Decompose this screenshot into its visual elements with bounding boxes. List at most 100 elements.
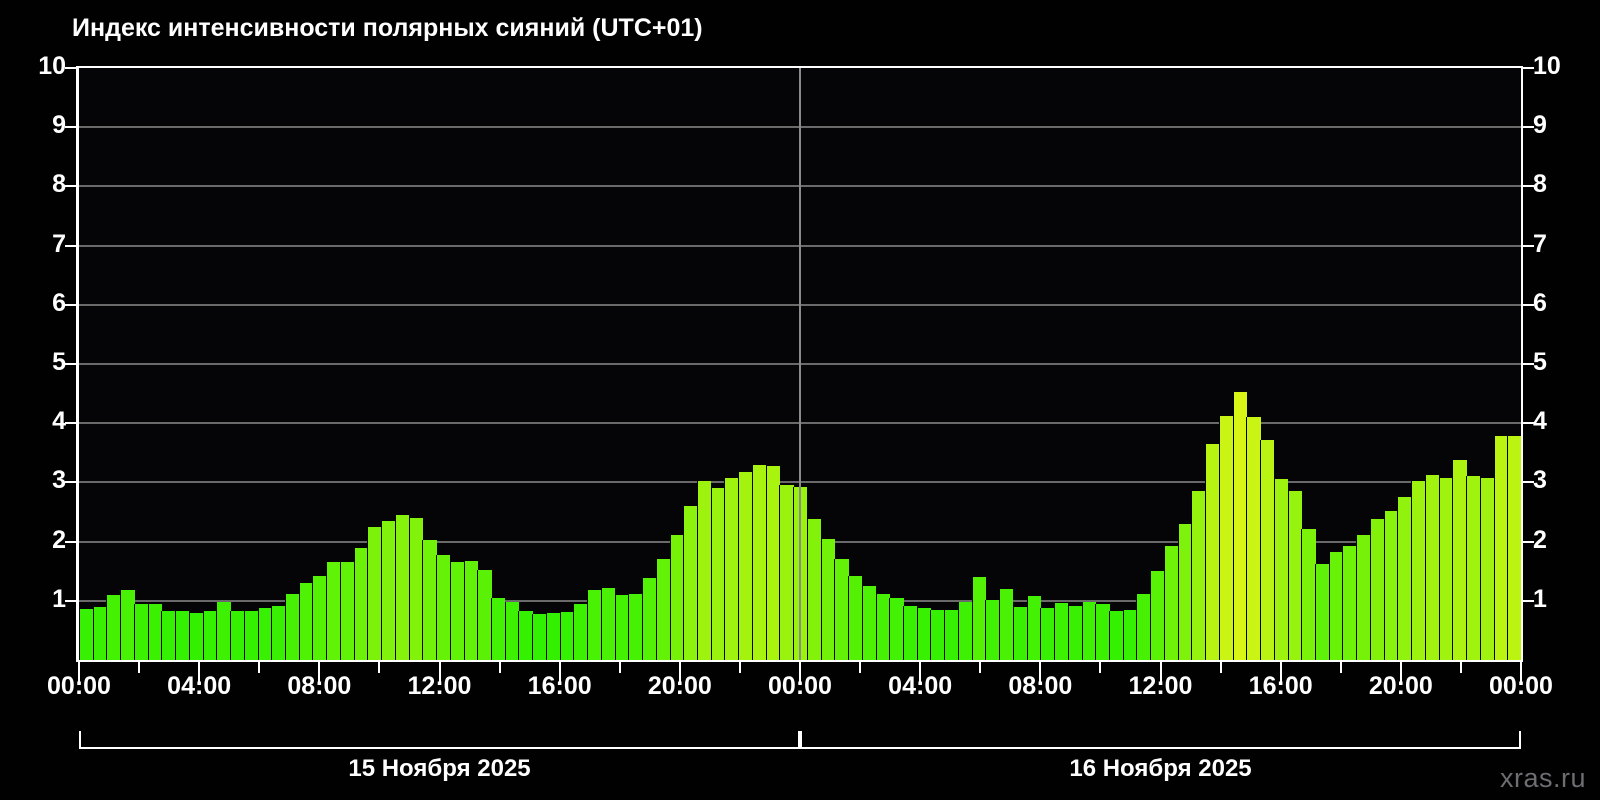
y-axis-label-right-1: 1 [1533,584,1547,613]
bar [614,594,629,660]
y-axis-tick-right-6 [1523,303,1534,306]
day-band-tick [1519,731,1521,747]
y-axis-label-right-2: 2 [1533,525,1547,554]
y-axis-label-right-7: 7 [1533,229,1547,258]
bar [875,593,890,660]
x-axis-label-36h: 12:00 [1128,672,1193,700]
bar [120,590,135,660]
x-axis-label-44h: 20:00 [1368,672,1433,700]
bar [1232,392,1247,660]
bar [298,583,314,660]
y-axis-label-right-5: 5 [1533,348,1547,376]
bar [326,562,341,660]
bar [1452,459,1467,660]
day-band-tick [79,731,81,747]
y-axis-tick-left-1 [65,599,76,602]
bar [1026,596,1041,660]
x-axis-label-0h: 00:00 [47,672,111,700]
y-axis-label-right-4: 4 [1533,407,1547,436]
bar [381,520,396,660]
bar [312,575,327,660]
x-axis-tick-26h [859,662,862,673]
bar [1369,519,1385,660]
y-axis-tick-left-5 [65,363,76,365]
bar [1163,546,1179,660]
bar [834,559,849,660]
bar [106,594,121,660]
bar [710,488,726,660]
bar [930,609,945,660]
bar [751,464,767,660]
bar [848,575,863,660]
bar [1246,417,1261,660]
bar [79,608,94,660]
y-axis-tick-right-5 [1523,363,1534,365]
bar [669,534,684,660]
bar [394,514,410,660]
bar [1081,601,1096,660]
bar [243,611,259,660]
bar [916,607,932,660]
bar [1040,607,1055,660]
bar [1397,497,1412,660]
y-axis-tick-right-2 [1523,540,1534,543]
y-axis-tick-right-4 [1523,422,1534,425]
x-axis-tick-0h [78,662,80,682]
bar [944,609,959,660]
y-axis-right-line [1520,66,1523,662]
x-axis-tick-38h [1219,662,1222,673]
x-axis-label-40h: 16:00 [1248,672,1313,700]
bar [1328,552,1344,660]
x-axis-tick-4h [198,662,201,682]
bar [285,593,300,660]
bar [353,547,368,660]
day-separator-line [799,68,801,660]
bar [1287,491,1302,660]
y-axis-label-right-8: 8 [1533,170,1547,199]
y-axis-tick-right-10 [1523,67,1534,69]
x-axis-label-12h: 12:00 [407,672,472,700]
day-band-tick [798,731,800,747]
x-axis-label-4h: 04:00 [167,672,232,700]
x-axis-tick-10h [378,662,381,673]
bar [820,538,835,660]
x-axis-tick-28h [919,662,922,682]
bar [985,599,1000,660]
bar [436,554,451,660]
bar [422,540,437,660]
x-axis-tick-46h [1459,662,1462,673]
bar [1438,477,1453,660]
bar [1466,476,1481,660]
bar [408,517,423,660]
y-axis-label-right-10: 10 [1533,52,1561,80]
bar [463,560,478,660]
x-axis-label-8h: 08:00 [287,672,352,700]
bar [175,611,190,660]
bar [1054,602,1069,660]
bar [642,578,657,660]
plot-bottom-border [79,659,1523,662]
x-axis-label-28h: 04:00 [888,672,953,700]
y-axis-tick-left-8 [65,185,76,188]
bar [1383,510,1398,660]
bar [449,562,465,660]
bar [587,590,602,660]
x-axis-tick-44h [1399,662,1402,682]
y-axis-label-right-3: 3 [1533,466,1547,495]
bar [147,603,162,660]
x-axis-tick-48h [1520,662,1522,682]
bar [216,601,231,660]
bar [683,506,698,660]
bar [903,605,918,660]
bar [999,588,1014,660]
bar [188,612,204,660]
x-axis-label-16h: 16:00 [527,672,592,700]
bar [1122,609,1138,660]
bar [1479,477,1495,660]
bar [1012,606,1028,660]
x-axis-label-24h: 00:00 [768,672,832,700]
bar [806,519,822,660]
y-axis-label-left-1: 1 [52,584,66,613]
bar-series [79,68,1521,660]
x-axis-tick-20h [678,662,681,682]
